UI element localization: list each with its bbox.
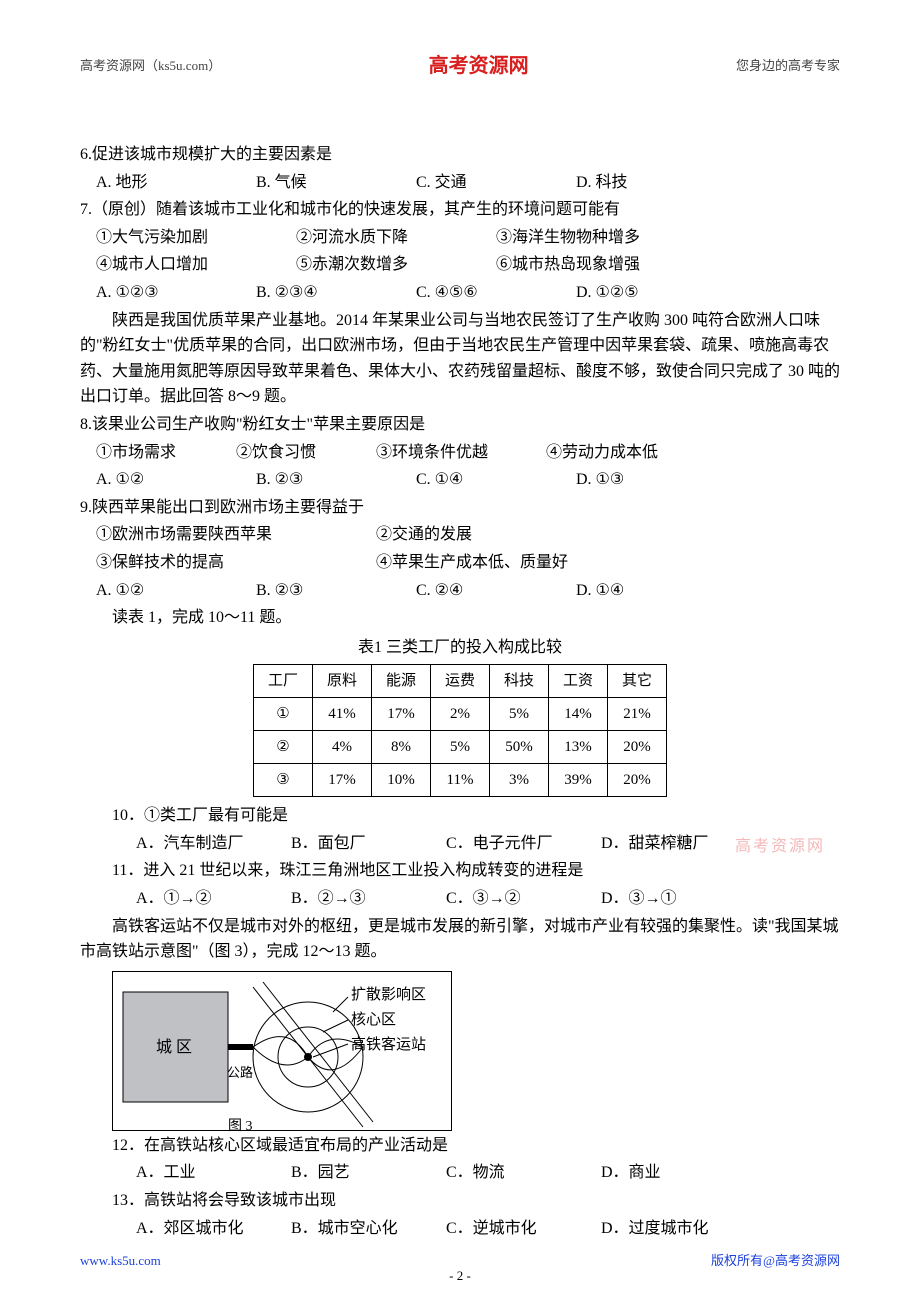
q13-stem: 13．高铁站将会导致该城市出现 — [80, 1188, 840, 1214]
q13-b: B．城市空心化 — [291, 1216, 446, 1242]
q7-stem: 7.（原创）随着该城市工业化和城市化的快速发展，其产生的环境问题可能有 — [80, 197, 840, 223]
passage-1: 陕西是我国优质苹果产业基地。2014 年某果业公司与当地农民签订了生产收购 30… — [80, 308, 840, 410]
th-2: 能源 — [371, 665, 430, 698]
label-core: 核心区 — [351, 1011, 396, 1028]
q7-i1: ①大气污染加剧 — [96, 225, 296, 251]
q7-b: B. ②③④ — [256, 280, 416, 306]
watermark: 高考资源网 — [735, 834, 825, 860]
q10-b: B．面包厂 — [291, 831, 446, 857]
q7-i6: ⑥城市热岛现象增强 — [496, 252, 656, 278]
q7-items1: ①大气污染加剧 ②河流水质下降 ③海洋生物物种增多 — [80, 225, 840, 251]
q9-i3: ③保鲜技术的提高 — [96, 550, 376, 576]
q9-i4: ④苹果生产成本低、质量好 — [376, 550, 568, 576]
table-header-row: 工厂 原料 能源 运费 科技 工资 其它 — [253, 665, 666, 698]
q6-c: C. 交通 — [416, 170, 576, 196]
table-row: ② 4% 8% 5% 50% 13% 20% — [253, 731, 666, 764]
q9-stem: 9.陕西苹果能出口到欧洲市场主要得益于 — [80, 495, 840, 521]
th-4: 科技 — [490, 665, 549, 698]
q12-d: D．商业 — [601, 1160, 756, 1186]
q9-c: C. ②④ — [416, 578, 576, 604]
q9-i1: ①欧洲市场需要陕西苹果 — [96, 522, 376, 548]
table-row: ③ 17% 10% 11% 3% 39% 20% — [253, 764, 666, 797]
q7-options: A. ①②③ B. ②③④ C. ④⑤⑥ D. ①②⑤ — [80, 280, 840, 306]
q9-line1: ①欧洲市场需要陕西苹果 ②交通的发展 — [80, 522, 840, 548]
page-header: 高考资源网（ks5u.com） 高考资源网 您身边的高考专家 — [80, 50, 840, 82]
q9-a: A. ①② — [96, 578, 256, 604]
q8-b: B. ②③ — [256, 467, 416, 493]
th-6: 其它 — [608, 665, 667, 698]
q7-i5: ⑤赤潮次数增多 — [296, 252, 496, 278]
q7-a: A. ①②③ — [96, 280, 256, 306]
q12-options: A．工业 B．园艺 C．物流 D．商业 — [80, 1160, 840, 1186]
header-left: 高考资源网（ks5u.com） — [80, 56, 221, 77]
q11-a: A．①→② — [136, 886, 291, 912]
q9-options: A. ①② B. ②③ C. ②④ D. ①④ — [80, 578, 840, 604]
q13-d: D．过度城市化 — [601, 1216, 756, 1242]
label-station: 高铁客运站 — [351, 1036, 426, 1053]
q8-d: D. ①③ — [576, 467, 736, 493]
q6-b: B. 气候 — [256, 170, 416, 196]
page-number: - 2 - — [0, 1266, 920, 1287]
q7-items2: ④城市人口增加 ⑤赤潮次数增多 ⑥城市热岛现象增强 — [80, 252, 840, 278]
label-diffusion: 扩散影响区 — [351, 986, 426, 1003]
q8-a: A. ①② — [96, 467, 256, 493]
q7-i2: ②河流水质下降 — [296, 225, 496, 251]
city-label: 城 区 — [156, 1038, 192, 1056]
th-5: 工资 — [549, 665, 608, 698]
q7-i4: ④城市人口增加 — [96, 252, 296, 278]
table-row: ① 41% 17% 2% 5% 14% 21% — [253, 698, 666, 731]
q8-i1: ①市场需求 — [96, 440, 236, 466]
q9-b: B. ②③ — [256, 578, 416, 604]
diagram-figure-3: 城 区 公路 扩散影响区 核心区 高铁客运站 图 3 — [112, 971, 452, 1131]
q6-options: A. 地形 B. 气候 C. 交通 D. 科技 — [80, 170, 840, 196]
q8-i2: ②饮食习惯 — [236, 440, 376, 466]
q8-stem: 8.该果业公司生产收购"粉红女士"苹果主要原因是 — [80, 412, 840, 438]
header-center: 高考资源网 — [429, 50, 529, 82]
q9-d: D. ①④ — [576, 578, 736, 604]
q13-a: A．郊区城市化 — [136, 1216, 291, 1242]
passage-2: 高铁客运站不仅是城市对外的枢纽，更是城市发展的新引擎，对城市产业有较强的集聚性。… — [80, 914, 840, 965]
q10-c: C．电子元件厂 — [446, 831, 601, 857]
q12-stem: 12．在高铁站核心区域最适宜布局的产业活动是 — [80, 1133, 840, 1159]
q12-b: B．园艺 — [291, 1160, 446, 1186]
q7-i3: ③海洋生物物种增多 — [496, 225, 656, 251]
q10-options: A．汽车制造厂 B．面包厂 C．电子元件厂 D．甜菜榨糖厂 — [80, 831, 840, 857]
q8-c: C. ①④ — [416, 467, 576, 493]
q10-d: D．甜菜榨糖厂 — [601, 831, 756, 857]
header-right: 您身边的高考专家 — [736, 56, 840, 77]
q9-line2: ③保鲜技术的提高 ④苹果生产成本低、质量好 — [80, 550, 840, 576]
q8-i4: ④劳动力成本低 — [546, 440, 706, 466]
q13-c: C．逆城市化 — [446, 1216, 601, 1242]
q7-d: D. ①②⑤ — [576, 280, 736, 306]
th-1: 原料 — [312, 665, 371, 698]
q6-a: A. 地形 — [96, 170, 256, 196]
q11-d: D．③→① — [601, 886, 756, 912]
road-label: 公路 — [227, 1065, 253, 1080]
factory-table: 工厂 原料 能源 运费 科技 工资 其它 ① 41% 17% 2% 5% 14%… — [253, 664, 667, 797]
q8-options: A. ①② B. ②③ C. ①④ D. ①③ — [80, 467, 840, 493]
q10-stem: 10．①类工厂最有可能是 — [80, 803, 840, 829]
table-title: 表1 三类工厂的投入构成比较 — [80, 635, 840, 661]
q13-options: A．郊区城市化 B．城市空心化 C．逆城市化 D．过度城市化 — [80, 1216, 840, 1242]
q12-a: A．工业 — [136, 1160, 291, 1186]
q11-options: A．①→② B．②→③ C．③→② D．③→① — [80, 886, 840, 912]
q11-b: B．②→③ — [291, 886, 446, 912]
q9-i2: ②交通的发展 — [376, 522, 536, 548]
q6-d: D. 科技 — [576, 170, 736, 196]
q11-stem: 11．进入 21 世纪以来，珠江三角洲地区工业投入构成转变的进程是 — [80, 858, 840, 884]
q8-i3: ③环境条件优越 — [376, 440, 546, 466]
table-intro: 读表 1，完成 10～11 题。 — [80, 605, 840, 631]
q11-c: C．③→② — [446, 886, 601, 912]
q8-items: ①市场需求 ②饮食习惯 ③环境条件优越 ④劳动力成本低 — [80, 440, 840, 466]
q10-a: A．汽车制造厂 — [136, 831, 291, 857]
q12-c: C．物流 — [446, 1160, 601, 1186]
q6-stem: 6.促进该城市规模扩大的主要因素是 — [80, 142, 840, 168]
q7-c: C. ④⑤⑥ — [416, 280, 576, 306]
th-0: 工厂 — [253, 665, 312, 698]
figure-caption: 图 3 — [228, 1119, 253, 1132]
content-body: 6.促进该城市规模扩大的主要因素是 A. 地形 B. 气候 C. 交通 D. 科… — [80, 142, 840, 1241]
th-3: 运费 — [430, 665, 489, 698]
